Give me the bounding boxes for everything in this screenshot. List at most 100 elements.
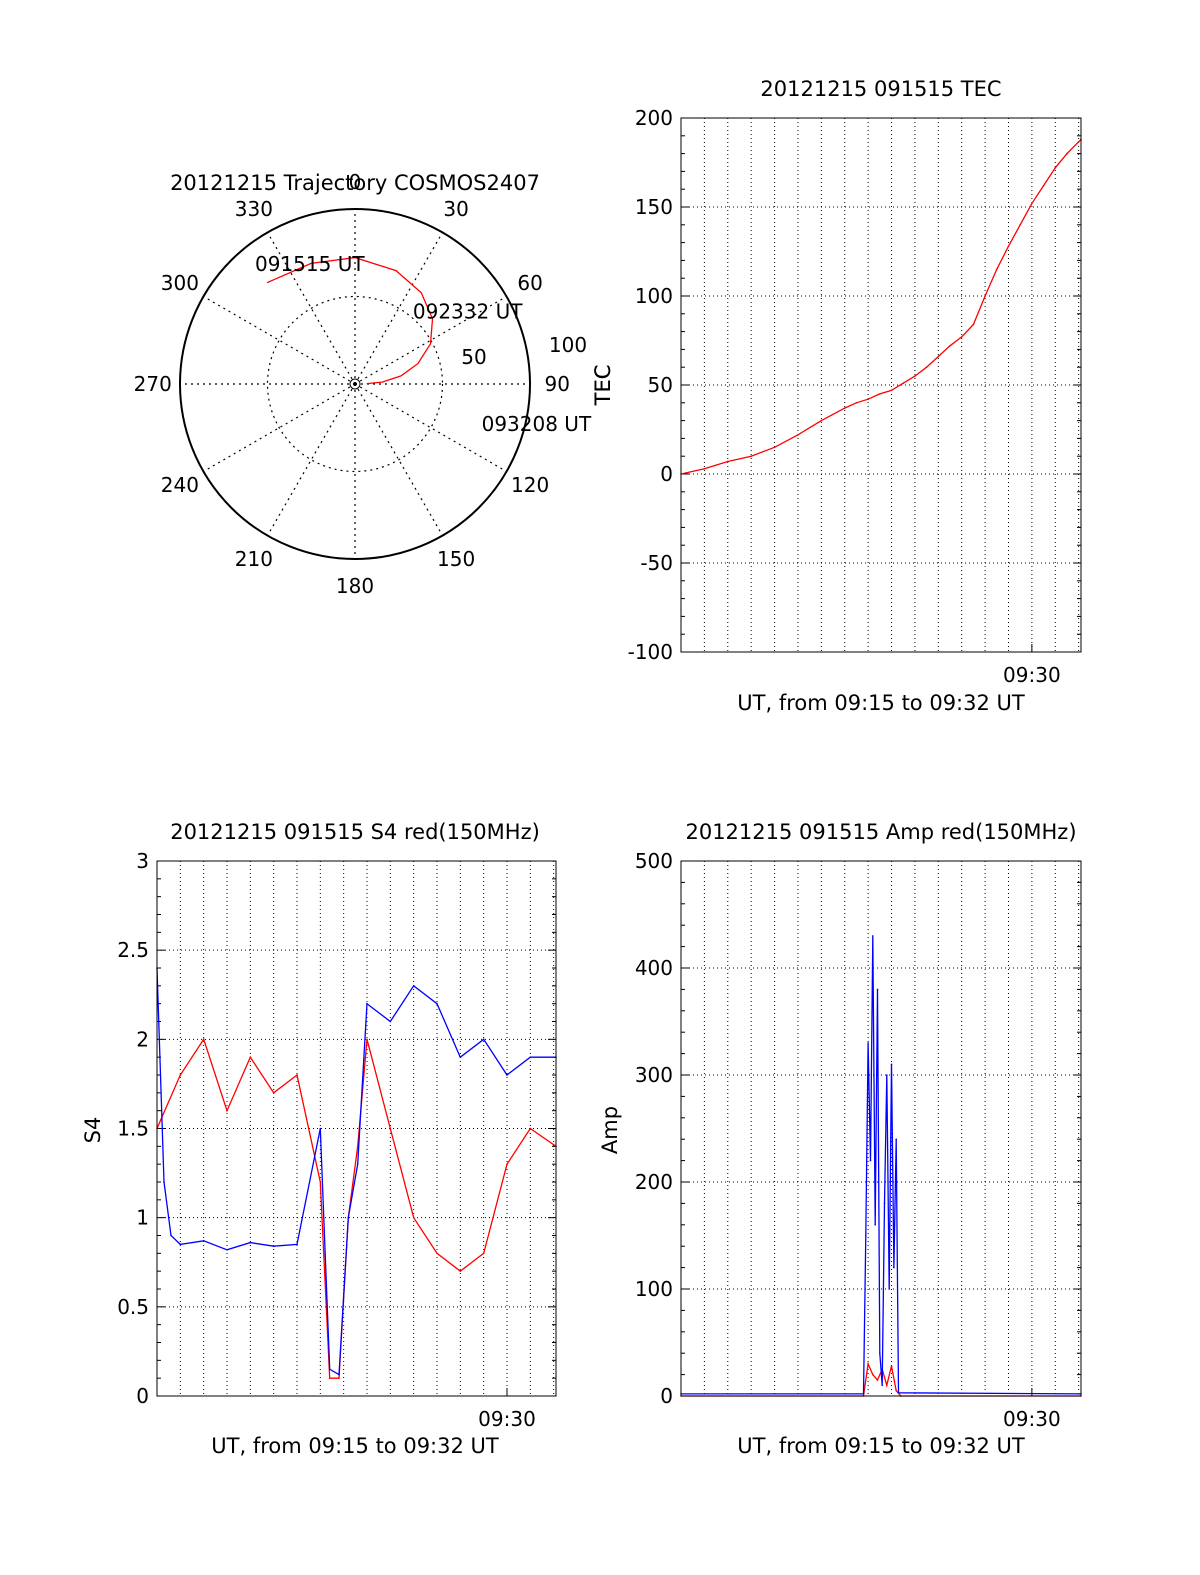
s4-series-point-0 [319,1181,322,1183]
s4-series-point-1 [170,1234,172,1237]
amp-ylabel: Amp [598,1106,622,1154]
tec-series-point-0 [867,398,869,401]
tec-series-point-0 [890,389,893,392]
s4-series-point-0 [338,1377,340,1379]
amp-series-point-1 [867,1042,869,1044]
amp-series-point-1 [864,1234,867,1237]
s4-series-point-0 [226,1109,228,1112]
tec-series-point-0 [995,268,998,271]
trajectory-annotations: 091515 UT 092332 UT 093208 UT [255,252,592,436]
tec-series-point-0 [843,407,846,409]
tec-xlabel: UT, from 09:15 to 09:32 UT [737,691,1025,715]
azimuth-label: 180 [336,574,374,598]
y-tick-label: 500 [635,849,673,873]
tec-series-point-0 [1007,245,1010,247]
y-tick-label: 200 [635,106,673,130]
polar-azimuth-labels: 0 30 60 90 120 150 180 210 240 270 300 330 TEC [134,170,615,598]
s4-series-point-1 [347,1216,350,1219]
polar-radial-label: TEC [591,365,615,407]
tec-series-point-0 [1042,184,1045,187]
s4-series-point-0 [529,1127,532,1130]
tec-panel: 20121215 091515 TEC TEC UT, from 09:15 t… [591,77,1082,715]
tec-series-point-0 [1066,152,1068,155]
amp-series-point-0 [876,1379,879,1381]
tec-y-ticks: -100 -50 0 50 100 150 200 [628,106,1081,664]
s4-series-point-0 [506,1163,508,1165]
tec-x-ticks: 09:30 [1003,644,1061,687]
trajectory-series [266,256,434,385]
azimuth-label: 330 [235,197,273,221]
s4-series-point-0 [328,1377,331,1379]
trajectory-title: 20121215 Trajectory COSMOS2407 [170,171,540,195]
amp-series-point-1 [874,1224,876,1226]
amp-panel: 20121215 091515 Amp red(150MHz) Amp UT, … [598,820,1082,1458]
tec-frame [680,117,1082,653]
tec-series [680,138,1082,475]
polar-spoke [354,232,444,385]
tec-series-line-0 [680,138,1082,475]
tec-series-point-0 [726,460,729,463]
y-tick-label: 1 [136,1206,149,1230]
s4-series-point-1 [459,1056,462,1058]
s4-series-point-1 [356,1163,359,1165]
tec-series-point-0 [937,355,940,358]
elevation-label-100: 100 [549,333,587,357]
azimuth-label: 240 [161,473,199,497]
s4-series-point-0 [412,1216,415,1219]
s4-series-point-1 [436,1002,438,1005]
amp-frame [680,860,1082,1397]
polar-spoke [266,232,356,385]
s4-series-point-1 [272,1245,275,1247]
tec-series-point-0 [855,402,858,404]
tec-series-point-0 [914,375,916,377]
amp-series-point-1 [883,1202,886,1205]
polar-spoke [203,383,356,473]
tec-series-point-0 [925,366,928,369]
s4-series-point-0 [272,1092,275,1094]
amp-x-ticks: 09:30 [1003,1388,1061,1431]
azimuth-label: 60 [517,271,542,295]
azimuth-label: 270 [134,372,172,396]
tec-series-point-0 [902,382,905,385]
amp-series-point-0 [872,1373,874,1376]
amp-y-ticks: 0 100 200 300 400 500 [635,849,1081,1408]
y-tick-label: 1.5 [117,1117,149,1141]
amp-series-point-1 [862,1393,865,1395]
x-tick-label: 09:30 [1003,1407,1061,1431]
s4-series-point-1 [179,1243,182,1246]
s4-series-point-1 [366,1002,368,1005]
polar-center [349,378,361,390]
y-tick-label: 3 [136,849,149,873]
s4-series-point-1 [529,1056,532,1058]
tec-series-point-0 [1019,224,1021,226]
tec-series-point-0 [773,446,776,449]
amp-series-point-0 [890,1365,893,1367]
polar-grid [179,208,531,560]
y-tick-label: 0 [136,1384,149,1408]
azimuth-label: 210 [235,547,273,571]
y-tick-label: 100 [635,1277,673,1301]
s4-series-point-1 [412,985,415,987]
trajectory-line-0 [266,256,434,385]
s4-series-point-1 [338,1373,340,1376]
tec-series-point-0 [1031,202,1033,205]
s4-panel: 20121215 091515 S4 red(150MHz) S4 UT, fr… [81,820,557,1458]
y-tick-label: 0 [660,462,673,486]
azimuth-label: 150 [437,547,475,571]
y-tick-label: 2.5 [117,938,149,962]
tec-grid [681,118,1081,652]
amp-series-point-1 [888,1288,890,1290]
azimuth-label: 0 [349,170,362,194]
tec-series-point-0 [703,467,706,470]
amp-series-point-1 [893,1266,895,1269]
s4-series-point-0 [389,1127,392,1130]
amp-series-line-1 [681,935,1082,1395]
s4-series-point-1 [389,1020,392,1023]
elevation-label-50: 50 [461,345,486,369]
trajectory-time-label: 093208 UT [482,412,592,436]
s4-series-point-1 [506,1074,508,1076]
y-tick-label: -100 [628,640,673,664]
s4-series-line-0 [156,1037,557,1379]
y-tick-label: 100 [635,284,673,308]
amp-series-point-0 [867,1363,869,1365]
